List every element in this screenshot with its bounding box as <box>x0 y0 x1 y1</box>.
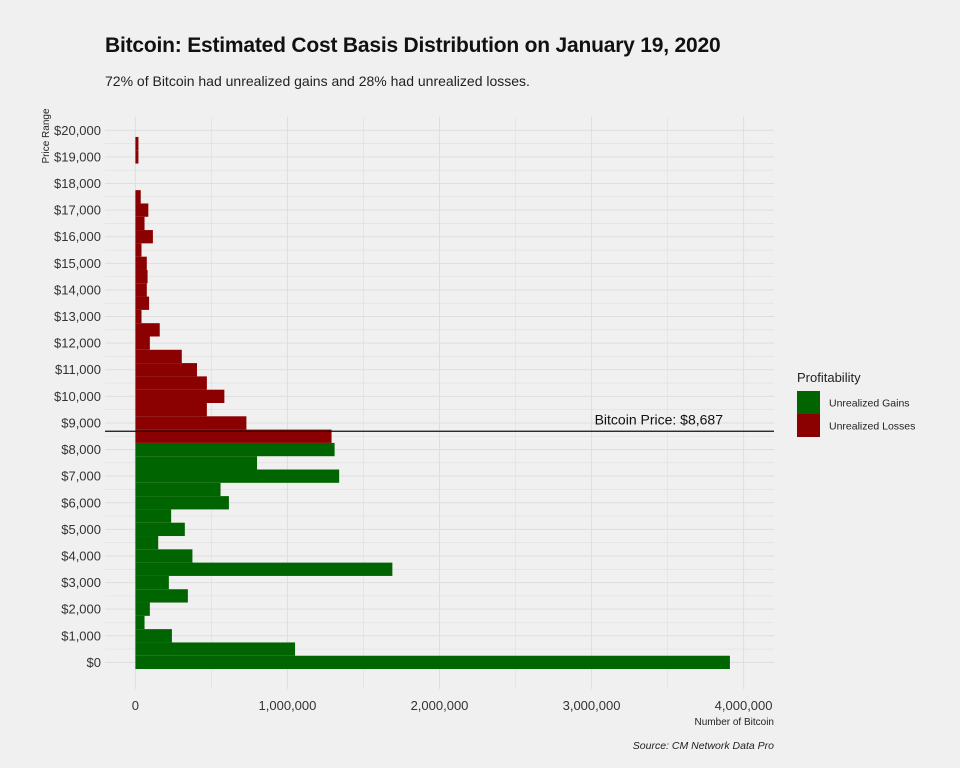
reference-line-label: Bitcoin Price: $8,687 <box>595 411 724 427</box>
bar-gains <box>135 469 340 483</box>
bar-losses <box>135 336 150 350</box>
bar-gains <box>135 602 150 616</box>
y-tick-label: $8,000 <box>61 442 101 457</box>
bar-losses <box>135 429 332 443</box>
bar-losses <box>135 256 147 270</box>
x-axis: 0 1,000,000 2,000,000 3,000,000 4,000,000 <box>132 698 773 713</box>
bar-losses <box>135 389 225 403</box>
y-tick-label: $15,000 <box>54 256 101 271</box>
y-tick-label: $11,000 <box>55 362 101 377</box>
y-tick-label: $16,000 <box>54 229 101 244</box>
y-tick-label: $6,000 <box>61 495 101 510</box>
bars <box>135 136 730 670</box>
y-tick-label: $12,000 <box>54 336 101 351</box>
y-tick-label: $19,000 <box>54 149 101 164</box>
y-axis: $0 $1,000 $2,000 $3,000 $4,000 $5,000 $6,000 $7… <box>54 123 101 670</box>
y-tick-label: $1,000 <box>61 628 101 643</box>
bar-gains <box>135 536 159 550</box>
bar-gains <box>135 549 193 563</box>
y-tick-label: $9,000 <box>61 415 101 430</box>
y-tick-label: $17,000 <box>54 203 101 218</box>
y-tick-label: $3,000 <box>61 575 101 590</box>
source-note: Source: CM Network Data Pro <box>632 740 774 752</box>
bar-gains <box>135 562 393 576</box>
bar-losses <box>135 190 141 204</box>
bar-losses <box>135 403 207 417</box>
legend-swatch-losses <box>797 414 820 437</box>
bar-gains <box>135 655 730 670</box>
bar-losses <box>135 150 139 164</box>
bar-gains <box>135 615 145 630</box>
y-tick-label: $18,000 <box>54 176 101 191</box>
x-tick-label: 4,000,000 <box>715 698 773 713</box>
bar-losses <box>135 136 139 151</box>
y-tick-label: $14,000 <box>54 282 101 297</box>
bar-gains <box>135 642 296 656</box>
y-tick-label: $10,000 <box>54 389 101 404</box>
x-axis-label: Number of Bitcoin <box>695 717 774 728</box>
bar-losses <box>135 243 142 257</box>
bar-gains <box>135 496 229 510</box>
bar-gains <box>135 575 169 590</box>
bar-losses <box>135 323 160 337</box>
y-tick-label: $0 <box>87 655 101 670</box>
bar-gains <box>135 629 172 643</box>
bar-losses <box>135 269 148 284</box>
bar-gains <box>135 456 258 470</box>
y-tick-label: $20,000 <box>54 123 101 138</box>
bar-gains <box>135 482 221 497</box>
x-tick-label: 3,000,000 <box>563 698 621 713</box>
x-tick-label: 1,000,000 <box>259 698 317 713</box>
y-tick-label: $13,000 <box>54 309 101 324</box>
bar-losses <box>135 216 145 231</box>
bar-losses <box>135 363 197 377</box>
bar-gains <box>135 522 185 537</box>
bar-losses <box>135 349 182 364</box>
bar-losses <box>135 416 247 430</box>
bar-losses <box>135 376 207 390</box>
bar-losses <box>135 203 149 217</box>
y-axis-label: Price Range <box>41 108 52 163</box>
bar-losses <box>135 296 150 310</box>
bar-losses <box>135 283 147 297</box>
legend-label-losses: Unrealized Losses <box>829 421 915 433</box>
y-tick-label: $2,000 <box>61 602 101 617</box>
bar-losses <box>135 309 142 324</box>
x-tick-label: 2,000,000 <box>411 698 469 713</box>
legend-swatch-gains <box>797 391 820 414</box>
bar-gains <box>135 442 335 457</box>
legend-label-gains: Unrealized Gains <box>829 398 910 410</box>
x-tick-label: 0 <box>132 698 139 713</box>
reference-line-group: Bitcoin Price: $8,687 <box>105 411 774 432</box>
bar-gains <box>135 589 188 603</box>
y-tick-label: $4,000 <box>61 548 101 563</box>
legend: Profitability Unrealized Gains Unrealized… <box>797 370 915 437</box>
legend-title: Profitability <box>797 370 861 385</box>
y-tick-label: $7,000 <box>61 469 101 484</box>
y-tick-label: $5,000 <box>61 522 101 537</box>
chart-subtitle: 72% of Bitcoin had unrealized gains and … <box>105 73 530 89</box>
bar-gains <box>135 509 172 523</box>
bar-losses <box>135 230 153 244</box>
chart-title: Bitcoin: Estimated Cost Basis Distributi… <box>105 34 721 57</box>
